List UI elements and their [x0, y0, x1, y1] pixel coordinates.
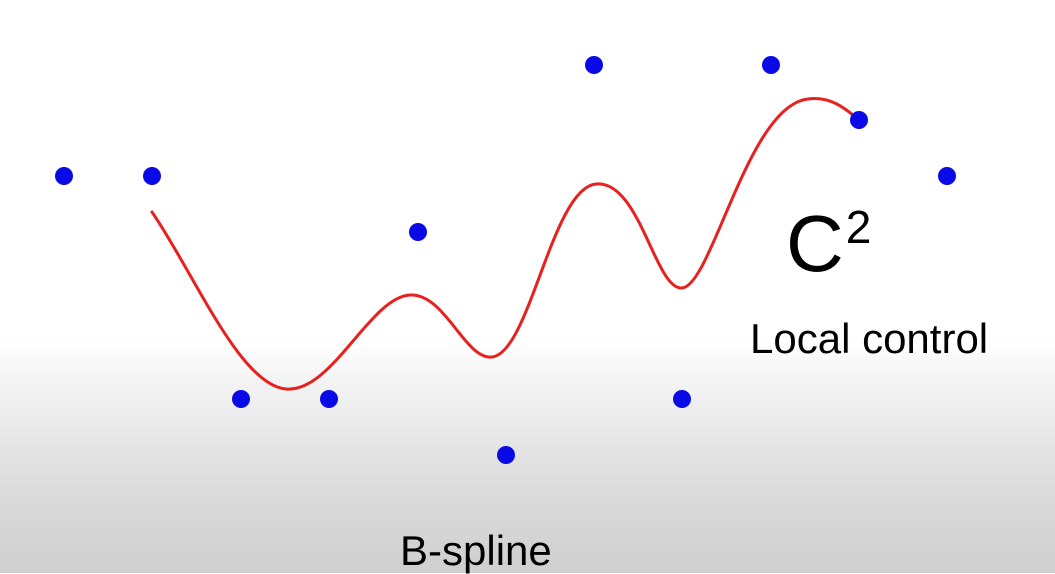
continuity-label: C2	[786, 204, 871, 284]
control-point-p10	[938, 167, 956, 185]
control-point-p3	[320, 390, 338, 408]
bspline-curve	[150, 97, 861, 391]
continuity-exponent: 2	[845, 201, 872, 253]
control-point-p0	[55, 167, 73, 185]
property-label: Local control	[750, 315, 989, 362]
diagram-title: B-spline	[400, 527, 552, 574]
control-point-p2	[232, 390, 250, 408]
control-points	[55, 56, 956, 464]
control-point-p6	[585, 56, 603, 74]
control-point-p7	[673, 390, 691, 408]
control-point-p9	[850, 111, 868, 129]
control-point-p4	[409, 223, 427, 241]
continuity-base: C	[786, 199, 844, 288]
control-point-p8	[762, 56, 780, 74]
control-point-p1	[143, 167, 161, 185]
control-point-p5	[497, 446, 515, 464]
